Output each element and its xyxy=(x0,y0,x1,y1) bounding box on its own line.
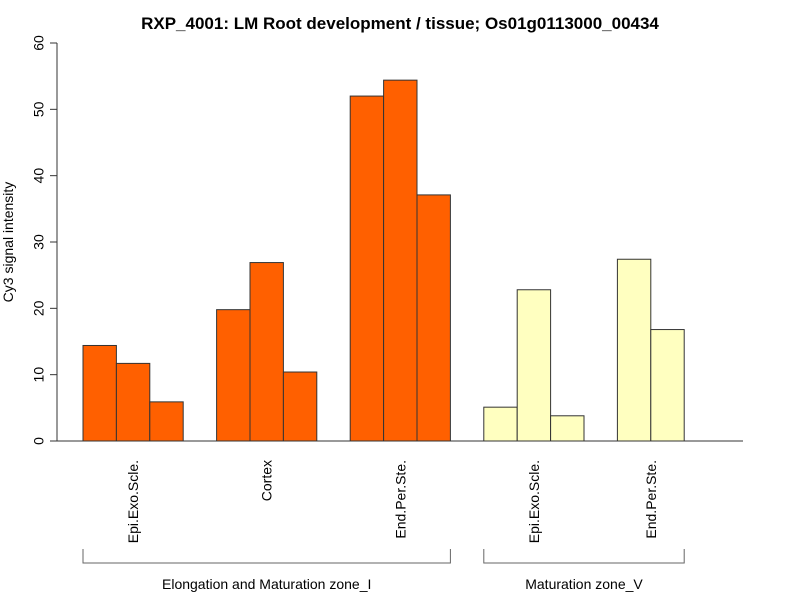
bar xyxy=(650,329,685,442)
bar xyxy=(349,95,385,442)
bar xyxy=(483,406,518,442)
group-bracket xyxy=(483,549,685,564)
bar xyxy=(616,258,652,442)
category-label: End.Per.Ste. xyxy=(392,460,408,539)
category-label: End.Per.Ste. xyxy=(643,460,659,539)
group-bracket xyxy=(82,549,451,564)
bar xyxy=(216,309,251,442)
bar xyxy=(115,362,151,442)
y-axis-title: Cy3 signal intensity xyxy=(0,182,16,303)
bar xyxy=(149,401,184,442)
y-tick-label: 30 xyxy=(31,234,47,250)
bar xyxy=(282,371,318,442)
bar xyxy=(383,79,418,442)
category-label: Epi.Exo.Scle. xyxy=(125,460,141,543)
y-axis: 0 10 20 30 40 50 60 xyxy=(31,35,58,445)
y-tick-label: 60 xyxy=(31,35,47,51)
group-label: Elongation and Maturation zone_I xyxy=(162,576,371,592)
bar xyxy=(249,262,284,442)
bar xyxy=(516,289,552,442)
x-axis: Epi.Exo.Scle. Cortex End.Per.Ste. Epi.Exo.S… xyxy=(50,440,743,543)
group-label: Maturation zone_V xyxy=(525,576,643,592)
bar xyxy=(550,415,585,442)
category-label: Cortex xyxy=(259,460,275,501)
bars xyxy=(82,79,685,442)
chart-title: RXP_4001: LM Root development / tissue; … xyxy=(141,14,659,33)
y-tick-label: 40 xyxy=(31,168,47,184)
group-brackets: Elongation and Maturation zone_I Maturati… xyxy=(82,549,685,592)
y-tick-label: 0 xyxy=(31,437,47,445)
y-tick-label: 20 xyxy=(31,300,47,316)
category-label: Epi.Exo.Scle. xyxy=(526,460,542,543)
y-tick-label: 10 xyxy=(31,367,47,383)
bar xyxy=(416,194,451,442)
bar xyxy=(82,344,117,442)
y-tick-label: 50 xyxy=(31,101,47,117)
